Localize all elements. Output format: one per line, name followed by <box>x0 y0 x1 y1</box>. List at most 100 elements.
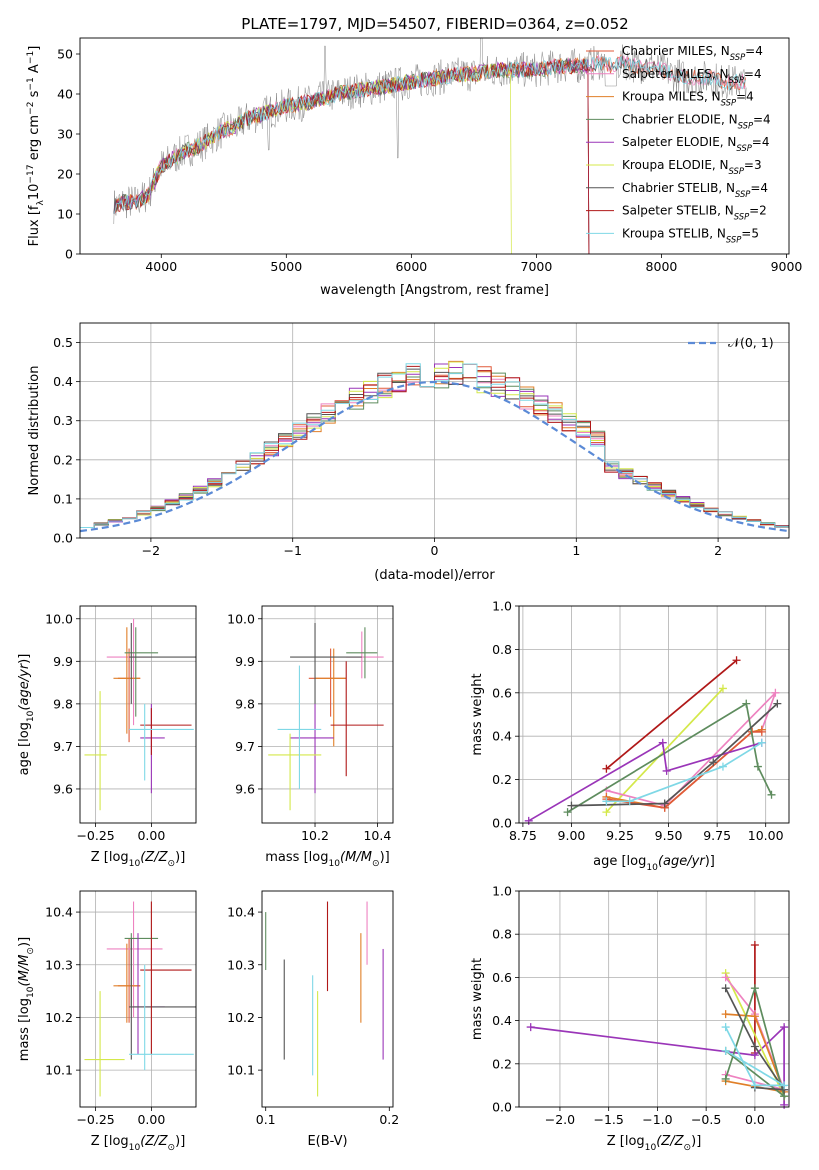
label-part: )] <box>17 937 32 947</box>
x-tick-label: 0.00 <box>137 828 165 843</box>
y-axis-label: mass weight <box>470 958 485 1040</box>
x-tick-label: −1.0 <box>642 1112 672 1127</box>
y-tick-label: 0.2 <box>492 1056 512 1071</box>
weight-marker <box>757 727 766 736</box>
x-tick-label: −1.5 <box>593 1112 623 1127</box>
label-part: )] <box>691 1134 701 1149</box>
x-tick-label: 9.50 <box>655 828 683 843</box>
weight-marker <box>721 1074 730 1083</box>
plot-area <box>80 606 196 823</box>
y-tick-label: 9.6 <box>53 781 73 796</box>
label-part: =5 <box>741 226 759 240</box>
y-tick-label: 0.2 <box>53 452 73 467</box>
label-part: s <box>27 90 42 101</box>
label-part: (age/yr <box>658 854 706 869</box>
x-axis-label: mass [log10(M/M⊙)] <box>265 850 389 869</box>
weight-line <box>724 985 786 1099</box>
label-part: 10 <box>646 863 658 873</box>
y-tick-label: 0.0 <box>492 1100 512 1115</box>
weight-marker <box>721 1010 730 1019</box>
label-part: λ <box>36 200 46 206</box>
weight-marker <box>780 1100 789 1109</box>
label-part: 10 <box>26 986 36 998</box>
label-part: age [log <box>17 722 32 775</box>
weight-marker <box>780 1081 789 1090</box>
weight-marker <box>718 684 727 693</box>
x-axis-label: (data-model)/error <box>374 568 495 583</box>
x-tick-label: 8000 <box>646 259 678 274</box>
y-tick-label: 10.1 <box>227 1063 255 1078</box>
metallicity-age-plot: −0.25 0.009.69.79.89.910.0Z [log10(Z/Z⊙)]… <box>17 605 197 869</box>
x-axis-label: E(B-V) <box>307 1134 347 1149</box>
x-tick-label: 10.4 <box>363 828 391 843</box>
label-part: SSP <box>730 52 746 62</box>
x-tick-label: −0.25 <box>76 1112 114 1127</box>
label-part: =4 <box>753 112 771 126</box>
label-part: SSP <box>729 166 745 176</box>
label-part: Salpeter ELODIE, N <box>622 135 736 149</box>
residual-histogram <box>80 372 789 528</box>
weight-marker <box>526 1023 535 1032</box>
weight-marker <box>602 808 611 817</box>
label-part: ⊙ <box>168 1143 176 1153</box>
y-tick-label: 9.8 <box>53 696 73 711</box>
weight-marker <box>750 1042 759 1051</box>
x-tick-label: 9.75 <box>703 828 731 843</box>
x-tick-label: −2.0 <box>545 1112 575 1127</box>
weight-marker <box>602 797 611 806</box>
weight-line <box>605 687 724 813</box>
y-tick-label: 0.3 <box>53 413 73 428</box>
legend-label: Salpeter MILES, NSSP=4 <box>622 67 762 85</box>
figure-title: PLATE=1797, MJD=54507, FIBERID=0364, z=0… <box>241 15 628 33</box>
label-part: ⊙ <box>26 947 36 955</box>
x-axis-label: Z [log10(Z/Z⊙)] <box>607 1134 702 1153</box>
weight-marker <box>742 699 751 708</box>
label-part: 10 <box>645 1143 657 1153</box>
weight-line <box>605 659 738 770</box>
weight-line <box>724 987 786 1091</box>
label-part: ⊙ <box>168 859 176 869</box>
label-part: (Z/Z <box>656 1134 684 1149</box>
x-tick-label: 9.00 <box>558 828 586 843</box>
x-tick-label: 0.0 <box>745 1112 765 1127</box>
y-tick-label: 10.2 <box>45 1010 73 1025</box>
y-tick-label: 0.5 <box>53 335 73 350</box>
y-tick-label: 9.7 <box>53 739 73 754</box>
x-axis-label: Z [log10(Z/Z⊙)] <box>91 850 186 869</box>
label-part: (Z/Z <box>140 850 168 865</box>
label-part: =4 <box>750 181 768 195</box>
label-part: SSP <box>735 189 751 199</box>
label-part: ⊙ <box>372 859 380 869</box>
label-part: SSP <box>726 234 742 244</box>
label-part: (M/M <box>17 955 32 987</box>
legend-label: Chabrier MILES, NSSP=4 <box>622 44 763 62</box>
residual-histogram <box>80 363 789 528</box>
label-part: −2 <box>26 102 36 115</box>
weight-marker <box>658 738 667 747</box>
x-tick-label: 8.75 <box>509 828 537 843</box>
tick-marks <box>76 618 152 827</box>
weight-marker <box>567 801 576 810</box>
age-massweight-plot: 8.75 9.00 9.25 9.50 9.75 10.00 0.0 0.2 0.4 0.6 0.8… <box>470 599 790 873</box>
label-part: (Z/Z <box>140 1134 168 1149</box>
label-part: ] <box>27 46 42 51</box>
label-part: Salpeter STELIB, N <box>622 204 734 218</box>
plot-frame <box>79 322 790 539</box>
y-tick-label: 10.1 <box>45 1063 73 1078</box>
y-tick-label: 10.0 <box>45 611 73 626</box>
label-part: SSP <box>721 98 737 108</box>
label-part: mass [log <box>17 998 32 1061</box>
tick-marks <box>76 53 787 258</box>
y-tick-label: 0.1 <box>53 491 73 506</box>
y-tick-label: 9.7 <box>235 739 255 754</box>
plot-frame <box>79 605 197 824</box>
y-tick-label: 0.0 <box>53 531 73 546</box>
label-part: −1 <box>26 51 36 64</box>
label-part: 10 <box>129 1143 141 1153</box>
weight-line <box>606 741 763 803</box>
label-part: )] <box>175 850 185 865</box>
label-part: Chabrier MILES, N <box>622 44 730 58</box>
